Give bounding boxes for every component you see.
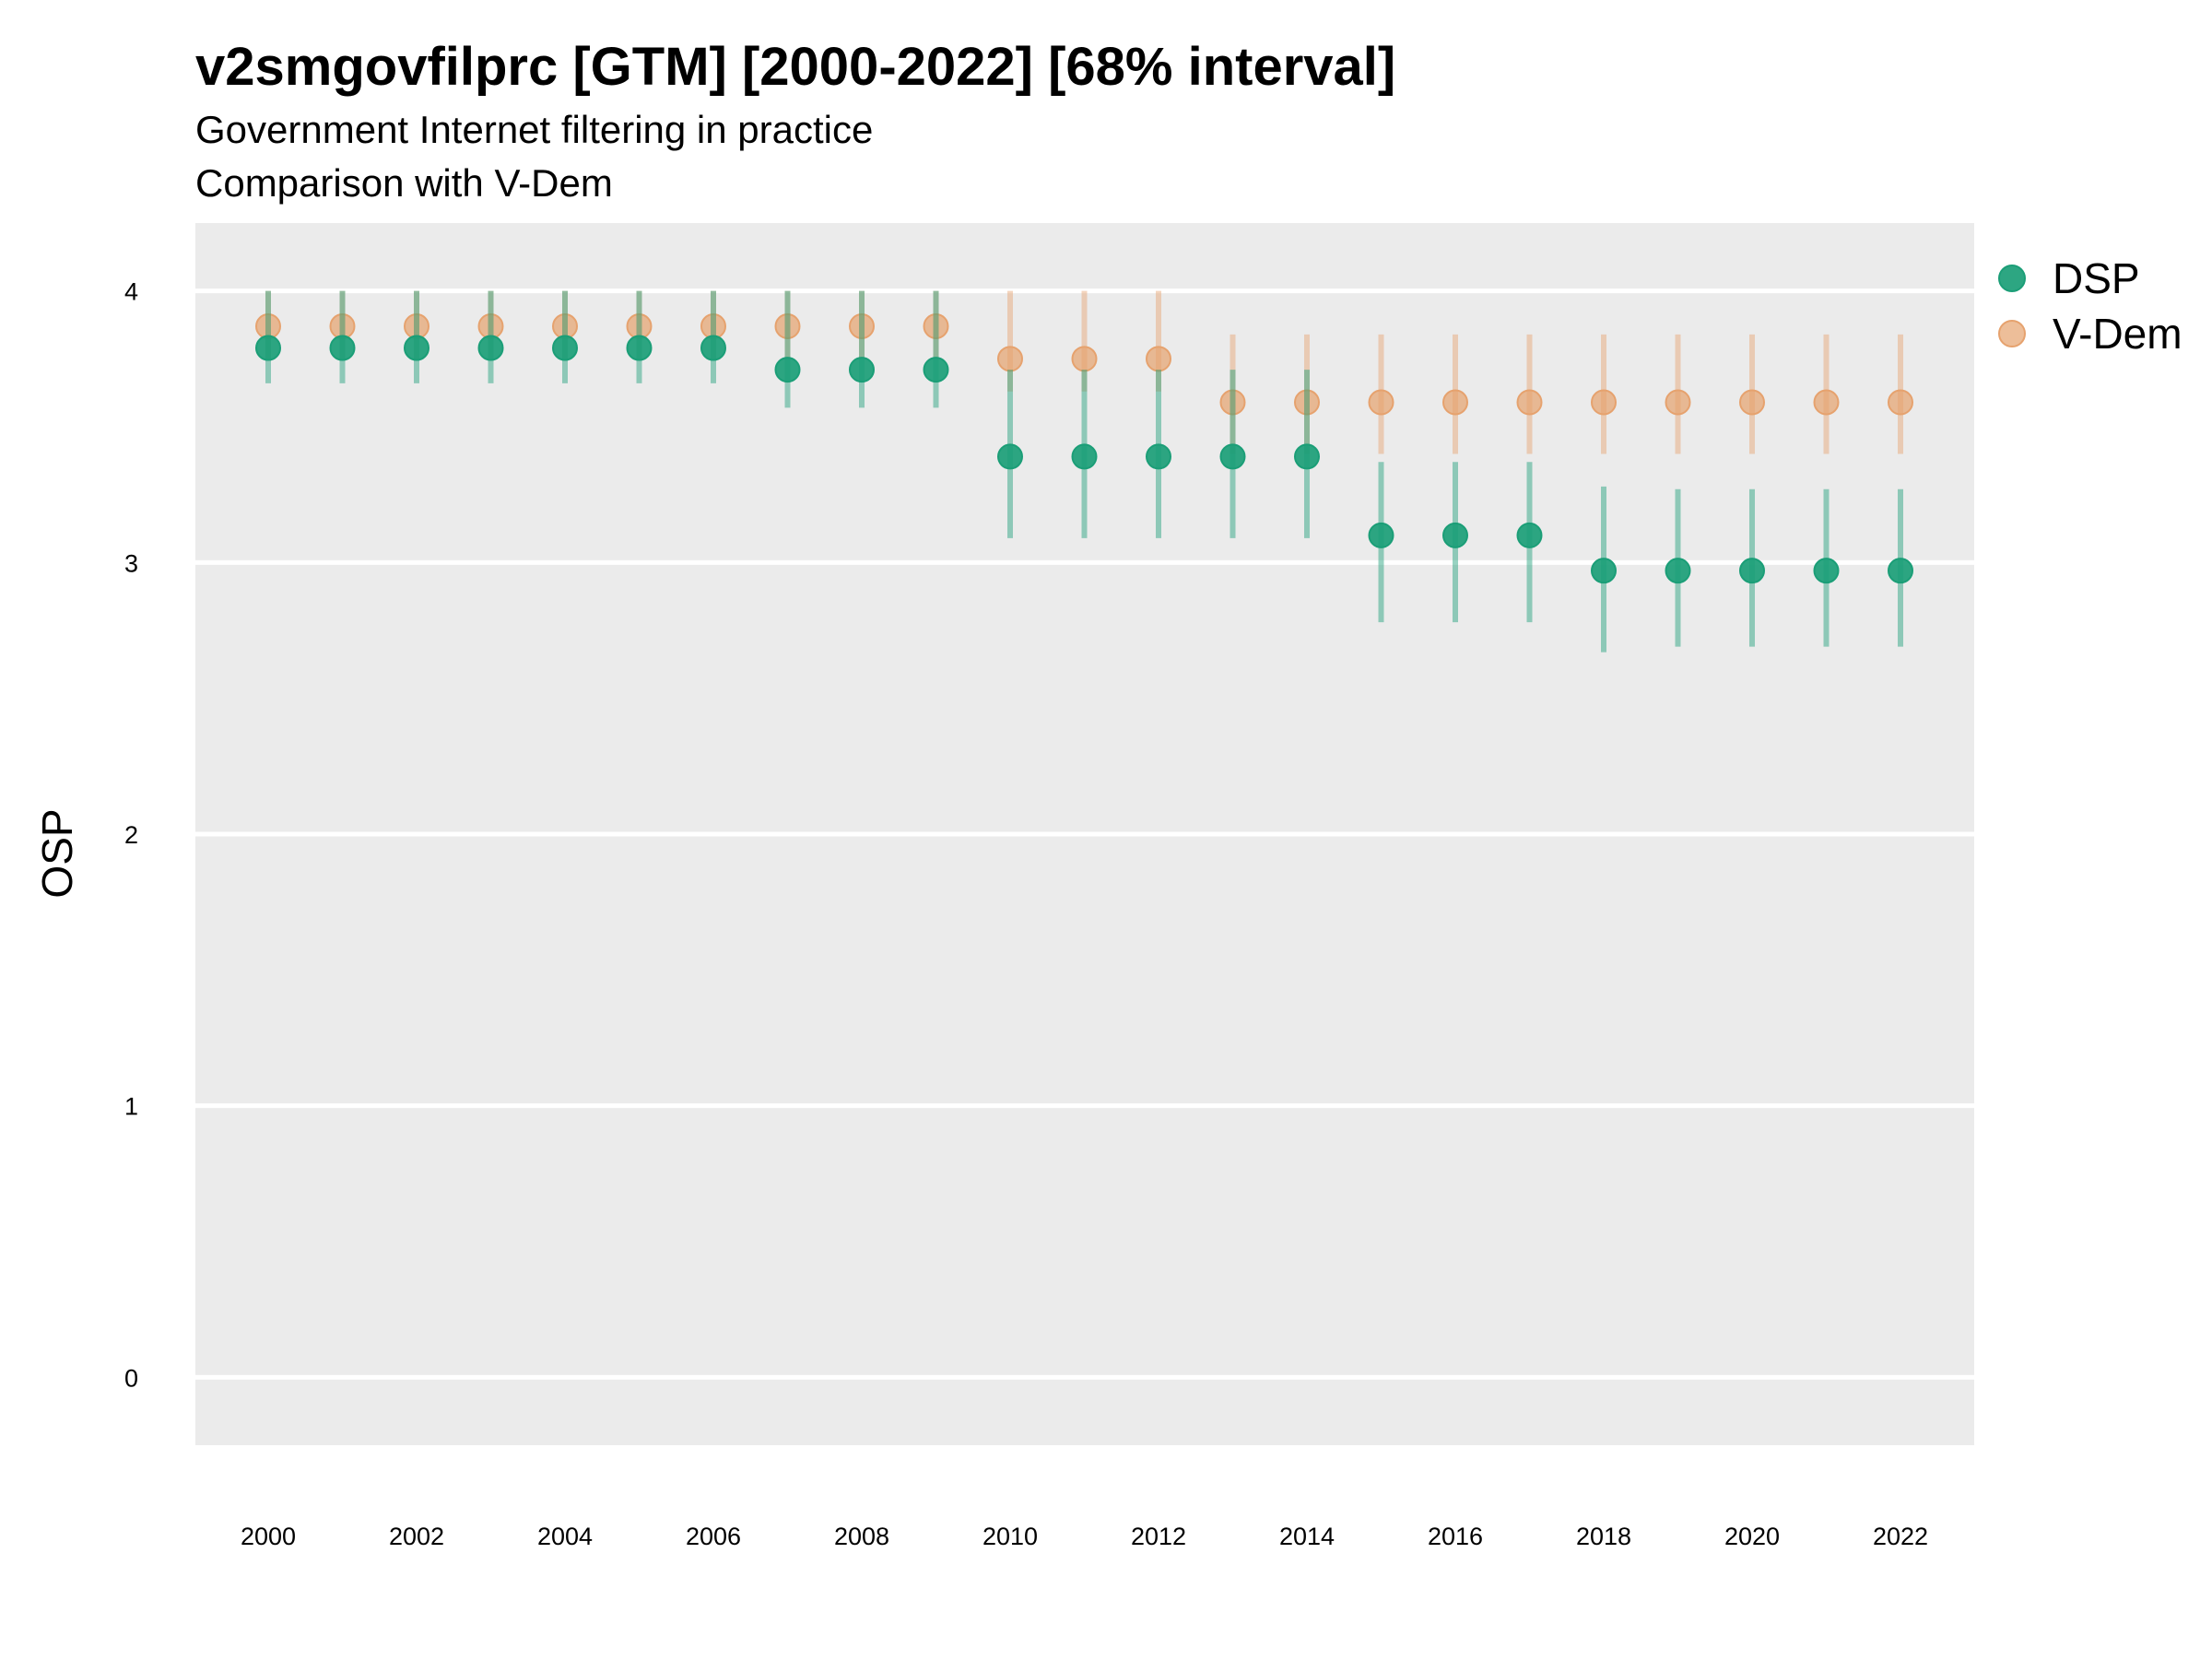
data-point — [923, 312, 949, 339]
data-point — [1888, 389, 1913, 416]
data-point — [1442, 389, 1468, 416]
data-point — [1146, 443, 1171, 470]
legend-label: DSP — [2053, 254, 2140, 302]
data-point — [1813, 558, 1840, 584]
y-axis-label: OSP — [33, 808, 81, 898]
legend-marker — [1998, 320, 2026, 347]
data-point — [997, 346, 1023, 372]
data-point — [923, 357, 949, 383]
data-point — [1516, 522, 1543, 548]
data-point — [1591, 389, 1617, 416]
data-point — [1739, 389, 1765, 416]
data-point — [552, 335, 578, 361]
y-axis-ticks: 0 1 2 3 4 — [124, 278, 138, 1393]
data-point — [1665, 389, 1691, 416]
data-point — [1591, 558, 1617, 584]
x-tick-label: 2006 — [686, 1523, 741, 1550]
data-point — [997, 443, 1023, 470]
data-point — [1516, 389, 1543, 416]
data-point — [1219, 389, 1246, 416]
data-point — [1442, 522, 1468, 548]
chart-subtitle-line2: Comparison with V-Dem — [195, 161, 613, 205]
x-axis-ticks: 2000 2002 2004 2006 2008 2010 2012 2014 2016 2018… — [241, 1523, 1928, 1550]
data-point — [477, 335, 504, 361]
data-point — [774, 357, 801, 383]
x-tick-label: 2004 — [537, 1523, 593, 1550]
grid-lines — [195, 288, 1974, 1380]
x-tick-label: 2022 — [1873, 1523, 1928, 1550]
chart-title: v2smgovfilprc [GTM] [2000-2022] [68% int… — [195, 37, 1395, 97]
x-tick-label: 2012 — [1131, 1523, 1186, 1550]
x-tick-label: 2016 — [1428, 1523, 1483, 1550]
y-tick-label: 0 — [124, 1364, 138, 1392]
data-point — [1294, 443, 1320, 470]
data-point — [1071, 346, 1098, 372]
data-point — [255, 335, 281, 361]
x-tick-label: 2002 — [389, 1523, 444, 1550]
data-point — [849, 357, 875, 383]
data-point — [626, 335, 653, 361]
data-point — [1294, 389, 1320, 416]
x-tick-label: 2018 — [1576, 1523, 1631, 1550]
x-tick-label: 2008 — [834, 1523, 889, 1550]
data-point — [1368, 522, 1394, 548]
series-layer — [255, 290, 1913, 653]
data-point — [1219, 443, 1246, 470]
y-tick-label: 4 — [124, 278, 138, 306]
x-tick-label: 2020 — [1724, 1523, 1780, 1550]
data-point — [1888, 558, 1913, 584]
x-tick-label: 2014 — [1279, 1523, 1335, 1550]
data-point — [774, 312, 801, 339]
data-point — [1071, 443, 1098, 470]
legend: DSP V-Dem — [1998, 254, 2183, 358]
data-point — [700, 335, 726, 361]
y-tick-label: 3 — [124, 549, 138, 577]
data-point — [329, 335, 356, 361]
y-tick-label: 2 — [124, 821, 138, 849]
data-point — [404, 335, 429, 361]
data-point — [1368, 389, 1394, 416]
chart-subtitle-line1: Government Internet filtering in practic… — [195, 108, 873, 151]
data-point — [849, 312, 875, 339]
series-dsp — [255, 290, 1913, 653]
legend-label: V-Dem — [2053, 310, 2183, 358]
data-point — [1146, 346, 1171, 372]
data-point — [1739, 558, 1765, 584]
data-point — [1813, 389, 1840, 416]
y-tick-label: 1 — [124, 1093, 138, 1121]
legend-marker — [1998, 265, 2026, 292]
data-point — [1665, 558, 1691, 584]
x-tick-label: 2010 — [982, 1523, 1038, 1550]
x-tick-label: 2000 — [241, 1523, 296, 1550]
